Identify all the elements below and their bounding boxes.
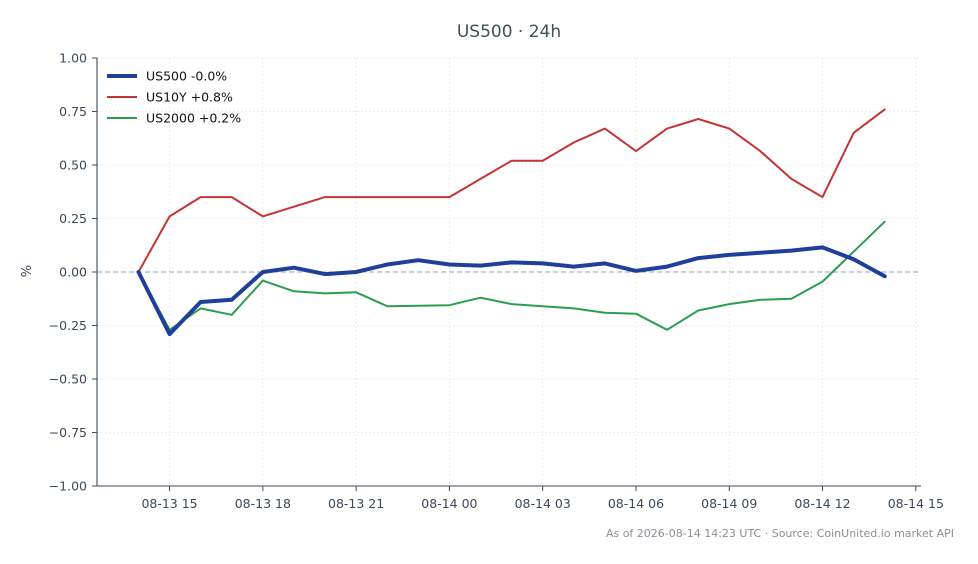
y-tick-label: 1.00	[59, 51, 87, 66]
legend: US500 -0.0% US10Y +0.8% US2000 +0.2%	[107, 69, 241, 126]
x-tick-label: 08-13 15	[141, 496, 197, 511]
y-tick-label: 0.50	[59, 158, 87, 173]
y-tick-label: −1.00	[49, 479, 87, 494]
y-tick-label: 0.25	[59, 211, 87, 226]
legend-label-2: US2000 +0.2%	[146, 111, 241, 126]
series-line-1	[137, 108, 886, 273]
x-tick-label: 08-14 15	[888, 496, 944, 511]
chart-title: US500 · 24h	[457, 22, 561, 42]
series-lines	[97, 108, 921, 337]
x-tick-label: 08-14 03	[515, 496, 571, 511]
y-tick-label: −0.75	[49, 425, 87, 440]
series-line-0	[136, 245, 887, 337]
x-tick-label: 08-13 21	[328, 496, 384, 511]
x-tick-label: 08-14 06	[608, 496, 664, 511]
tick-labels: 1.00 0.75 0.50 0.25 0.00 −0.25 −0.50 −0.75 −1.00…	[49, 51, 944, 512]
y-tick-label: 0.00	[59, 265, 87, 280]
legend-label-1: US10Y +0.8%	[146, 90, 233, 105]
y-tick-label: −0.25	[49, 318, 87, 333]
x-tick-label: 08-13 18	[235, 496, 291, 511]
y-tick-label: 0.75	[59, 104, 87, 119]
x-tick-label: 08-14 09	[701, 496, 757, 511]
series-line-2	[137, 220, 886, 331]
footer-source: As of 2026-08-14 14:23 UTC · Source: Coi…	[606, 527, 954, 540]
y-axis-label: %	[20, 265, 35, 277]
x-tick-label: 08-14 00	[421, 496, 477, 511]
x-tick-label: 08-14 12	[794, 496, 850, 511]
y-tick-label: −0.50	[49, 372, 87, 387]
legend-label-0: US500 -0.0%	[146, 69, 227, 84]
